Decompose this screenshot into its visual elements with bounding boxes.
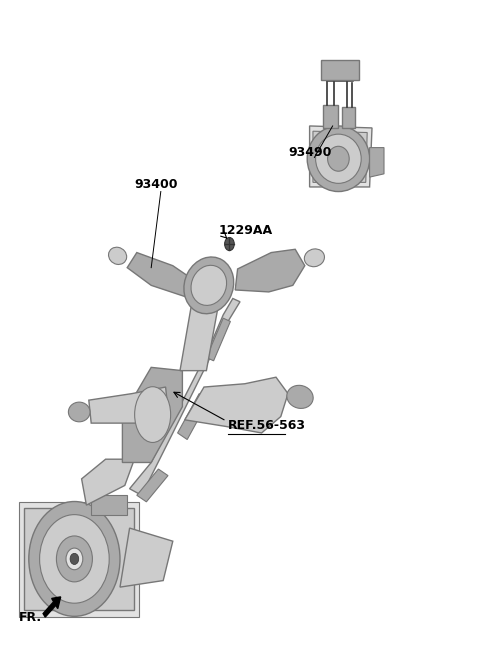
Polygon shape: [370, 148, 384, 177]
Polygon shape: [206, 318, 230, 361]
Ellipse shape: [40, 514, 109, 604]
Polygon shape: [82, 459, 134, 505]
Ellipse shape: [304, 249, 324, 267]
Polygon shape: [19, 502, 139, 617]
Polygon shape: [310, 126, 372, 187]
Polygon shape: [127, 253, 192, 297]
Ellipse shape: [327, 146, 349, 171]
Ellipse shape: [134, 386, 171, 442]
Polygon shape: [178, 394, 209, 440]
Polygon shape: [130, 298, 240, 495]
Ellipse shape: [66, 548, 83, 569]
Polygon shape: [313, 131, 367, 182]
Polygon shape: [89, 387, 168, 423]
Polygon shape: [91, 495, 127, 515]
Polygon shape: [342, 107, 355, 128]
Polygon shape: [120, 528, 173, 587]
Ellipse shape: [57, 536, 92, 582]
Polygon shape: [321, 60, 359, 80]
Ellipse shape: [184, 257, 234, 314]
Text: 93490: 93490: [288, 146, 331, 159]
Polygon shape: [180, 302, 218, 371]
Text: 93400: 93400: [134, 178, 178, 192]
Text: FR.: FR.: [19, 611, 42, 625]
Polygon shape: [137, 469, 168, 502]
Ellipse shape: [307, 126, 370, 192]
Ellipse shape: [108, 247, 127, 264]
Ellipse shape: [29, 501, 120, 617]
Polygon shape: [235, 249, 305, 292]
Polygon shape: [185, 377, 288, 433]
Polygon shape: [323, 105, 338, 128]
Ellipse shape: [191, 265, 227, 306]
Ellipse shape: [287, 385, 313, 409]
Ellipse shape: [315, 134, 361, 183]
Polygon shape: [122, 367, 182, 462]
FancyArrow shape: [43, 597, 60, 617]
Ellipse shape: [70, 554, 79, 564]
Text: 1229AA: 1229AA: [218, 224, 273, 237]
Text: REF.56-563: REF.56-563: [228, 419, 306, 432]
Polygon shape: [24, 508, 134, 610]
Ellipse shape: [69, 402, 90, 422]
Ellipse shape: [225, 237, 234, 251]
